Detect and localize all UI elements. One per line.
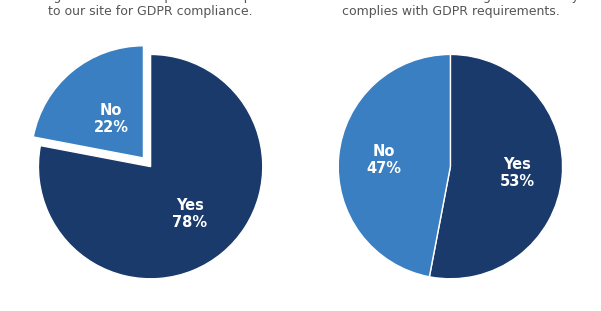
Wedge shape: [338, 54, 450, 277]
Text: No
47%: No 47%: [366, 144, 401, 176]
Text: Yes
53%: Yes 53%: [500, 157, 535, 189]
Wedge shape: [38, 54, 263, 279]
Wedge shape: [429, 54, 563, 279]
Wedge shape: [33, 46, 144, 158]
Text: No
22%: No 22%: [94, 103, 129, 135]
Text: Yes
78%: Yes 78%: [172, 198, 207, 230]
Title: Our organisation has implemented updates
to our site for GDPR compliance.: Our organisation has implemented updates…: [14, 0, 287, 18]
Title: I am confident that our organisation fully
complies with GDPR requirements.: I am confident that our organisation ful…: [322, 0, 579, 18]
